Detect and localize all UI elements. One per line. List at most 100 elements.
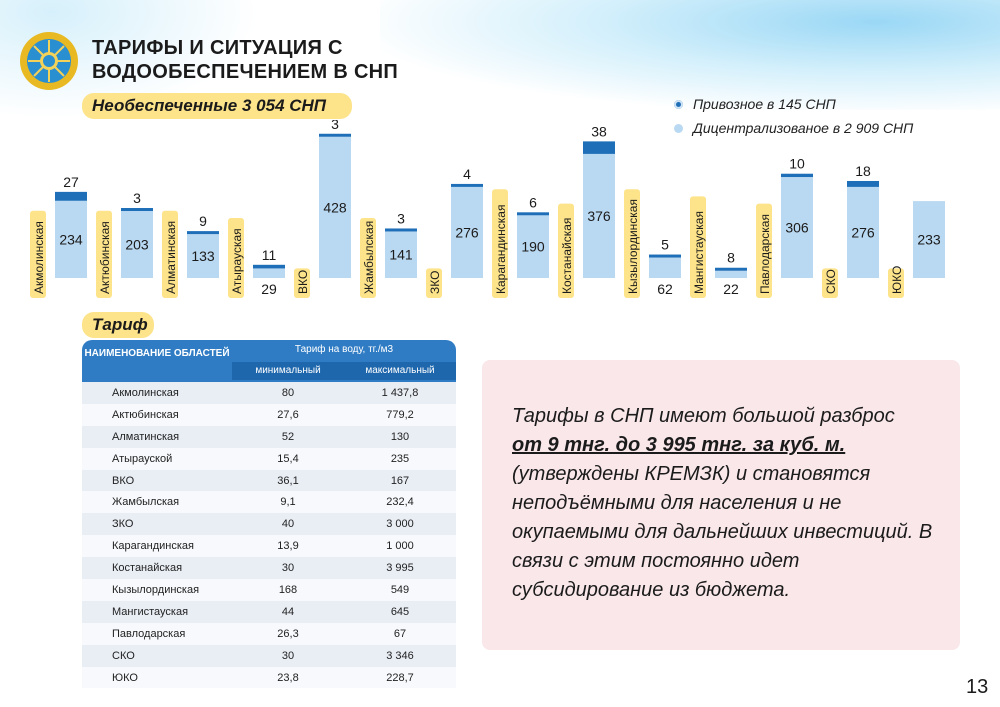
region-label-strip (360, 218, 376, 298)
legend-item-decentralized: Дицентрализованое в 2 909 СНП (674, 116, 913, 140)
region-tick-label: Актюбинская (98, 221, 112, 294)
tariff-label: Тариф (82, 312, 154, 338)
bar-decentralized (319, 136, 351, 278)
data-label-delivered: 5 (661, 237, 669, 253)
header-min: минимальный (232, 362, 344, 380)
cell-max: 549 (390, 583, 410, 596)
bar-decentralized (187, 234, 219, 278)
summary-note-text: Тарифы в СНП имеют большой разброс от 9 … (512, 402, 942, 605)
cell-max: 779,2 (386, 408, 414, 421)
region-label-strip (294, 268, 310, 298)
region-label-strip (96, 210, 112, 298)
cell-region: Жамбылская (112, 496, 180, 509)
bar-decentralized (451, 186, 483, 278)
cell-region: Алматинская (112, 430, 180, 443)
table-row: Жамбылская 9,1 232,4 (82, 491, 456, 514)
title-line-1: ТАРИФЫ И СИТУАЦИЯ С (92, 37, 343, 59)
bar-delivered (121, 208, 153, 212)
legend-item-delivered: Привозное в 145 СНП (674, 92, 913, 116)
data-label-decentralized: 203 (125, 237, 149, 253)
data-label-delivered: 4 (463, 166, 471, 182)
region-label-strip (228, 218, 244, 298)
region-label-strip (492, 189, 508, 298)
data-label-decentralized: 376 (587, 208, 611, 224)
table-row: СКО 30 3 346 (82, 644, 456, 667)
legend-delivered-icon (674, 99, 683, 109)
legend-decentralized-icon (674, 123, 683, 133)
table-row: Кызылординская 168 549 (82, 579, 456, 601)
bar-decentralized (55, 200, 87, 278)
cell-min: 36,1 (277, 474, 299, 487)
settlements-bar-chart: 234 27 Акмолинская 203 3 Актюбинская 133 9 Алмат… (30, 120, 945, 298)
data-label-decentralized: 428 (323, 199, 347, 215)
note-line-1: Тарифы в СНП имеют большой разброс (512, 405, 895, 427)
region-tick-label: Жамбылская (362, 221, 376, 294)
data-label-delivered: 11 (262, 247, 277, 263)
cell-max: 3 000 (386, 518, 414, 531)
table-row: Актюбинская 27,6 779,2 (82, 403, 456, 426)
bar-delivered (715, 267, 747, 271)
cell-max: 228,7 (386, 671, 414, 684)
region-label-strip (426, 268, 442, 298)
cell-max: 130 (390, 430, 410, 443)
cell-min: 80 (281, 386, 295, 399)
data-label-delivered: 10 (789, 156, 805, 172)
chart-legend: Привозное в 145 СНП Дицентрализованое в … (674, 92, 913, 140)
table-row: ЮКО 23,8 228,7 (82, 666, 456, 689)
region-tick-label: Акмолинская (32, 221, 46, 294)
region-label-strip (822, 268, 838, 298)
cell-min: 52 (281, 430, 295, 443)
bar-delivered (253, 264, 285, 269)
bar-delivered (781, 173, 813, 178)
data-label-delivered: 9 (199, 213, 207, 229)
bar-delivered (847, 180, 879, 187)
bar-delivered (583, 141, 615, 154)
data-label-decentralized: 22 (723, 281, 739, 297)
cell-min: 30 (281, 562, 295, 575)
cell-min: 44 (281, 605, 295, 618)
bar-decentralized (649, 257, 681, 278)
region-label-strip (624, 189, 640, 298)
region-label-strip (888, 268, 904, 298)
region-tick-label: Кызылординская (626, 199, 640, 294)
cell-min: 15,4 (277, 452, 299, 465)
tariff-table: НАИМЕНОВАНИЕ ОБЛАСТЕЙ Тариф на воду, тг.… (82, 340, 456, 689)
region-tick-label: ЗКО (428, 271, 442, 294)
region-tick-label: СКО (824, 269, 838, 294)
bar-decentralized (715, 270, 747, 278)
data-label-delivered: 3 (133, 190, 141, 206)
data-label-delivered: 3 (331, 120, 339, 132)
data-label-decentralized: 276 (455, 224, 479, 240)
table-row: Павлодарская 26,3 67 (82, 622, 456, 645)
cell-max: 645 (390, 605, 410, 618)
bar-delivered (319, 133, 351, 137)
bar-decentralized (847, 186, 879, 278)
state-emblem-icon (20, 32, 78, 90)
region-tick-label: Атырауская (230, 228, 244, 294)
data-label-decentralized: 141 (389, 247, 413, 263)
data-label-decentralized: 306 (785, 220, 809, 236)
table-body: Акмолинская 80 1 437,8 Актюбинская 27,6 779,2… (82, 382, 456, 689)
cell-region: Костанайская (112, 562, 183, 575)
cell-min: 168 (278, 583, 298, 596)
cell-region: ЗКО (112, 518, 134, 531)
note-rest: (утверждены КРЕМЗК) и становятся неподъё… (512, 463, 933, 601)
region-tick-label: Мангистауская (692, 211, 706, 294)
title-line-2: ВОДООБЕСПЕЧЕНИЕМ В СНП (92, 61, 399, 83)
bar-decentralized (583, 153, 615, 278)
bar-decentralized (121, 211, 153, 278)
page-number: 13 (966, 676, 989, 698)
unserved-settlements-label: Необеспеченные 3 054 СНП (82, 93, 352, 119)
table-row: ВКО 36,1 167 (82, 469, 456, 492)
data-label-decentralized: 234 (59, 231, 83, 247)
table-row: Атырауской 15,4 235 (82, 447, 456, 470)
table-row: Карагандинская 13,9 1 000 (82, 535, 456, 558)
summary-note: Тарифы в СНП имеют большой разброс от 9 … (482, 360, 960, 650)
data-label-delivered: 8 (727, 250, 735, 266)
data-label-decentralized: 233 (917, 232, 941, 248)
header-max: максимальный (344, 362, 456, 380)
cell-min: 30 (281, 649, 295, 662)
region-label-strip (690, 196, 706, 298)
legend-delivered-label: Привозное в 145 СНП (693, 96, 836, 112)
region-label-strip (756, 203, 772, 298)
